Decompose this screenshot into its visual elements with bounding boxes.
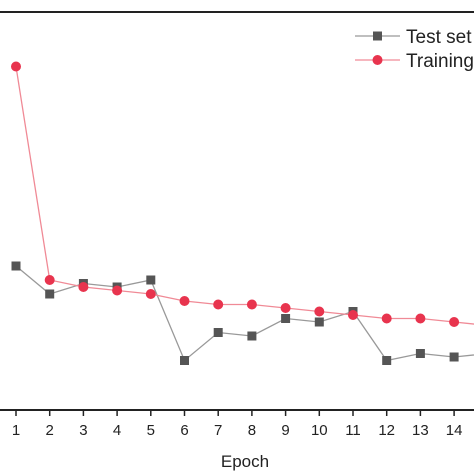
legend-label-0: Test set (406, 27, 472, 48)
series-layer (11, 61, 474, 365)
point-0-14 (449, 352, 459, 362)
x-tick-label-10: 10 (311, 422, 328, 439)
point-1-1 (11, 61, 21, 72)
legend-label-1: Training set (406, 51, 474, 72)
point-1-5 (145, 289, 156, 299)
point-1-4 (112, 285, 123, 296)
point-0-12 (382, 356, 392, 365)
legend: Test set Training set (355, 27, 474, 72)
point-1-12 (381, 313, 392, 324)
point-0-1 (11, 261, 21, 271)
x-tick-label-14: 14 (446, 422, 463, 439)
point-0-7 (213, 328, 223, 337)
point-1-11 (348, 310, 358, 320)
series-training-set (11, 61, 474, 327)
plot-frame (0, 11, 474, 411)
x-tick-label-3: 3 (79, 422, 87, 439)
x-tick-label-8: 8 (248, 422, 256, 439)
point-0-2 (45, 289, 55, 299)
x-tick-label-2: 2 (46, 422, 54, 439)
x-tick-label-13: 13 (412, 422, 429, 439)
point-1-13 (415, 313, 426, 324)
legend-item-0: Test set (355, 27, 472, 48)
point-0-5 (146, 275, 156, 285)
point-0-6 (180, 356, 189, 365)
x-ticks: 1 2 3 4 5 6 7 8 9 10 11 12 13 14 (12, 410, 463, 439)
point-1-8 (246, 299, 257, 310)
point-1-9 (280, 303, 291, 313)
x-tick-label-4: 4 (113, 422, 121, 439)
plot-border (0, 11, 474, 411)
x-tick-label-6: 6 (180, 422, 188, 439)
series-test-set (11, 261, 474, 365)
x-tick-label-7: 7 (214, 422, 222, 439)
x-tick-label-1: 1 (12, 422, 20, 439)
point-0-8 (247, 331, 257, 341)
point-1-7 (213, 299, 224, 310)
point-0-13 (415, 349, 425, 358)
point-1-10 (314, 306, 325, 317)
x-axis-title: Epoch (221, 452, 269, 471)
x-tick-label-5: 5 (147, 422, 155, 439)
x-tick-label-12: 12 (378, 422, 395, 439)
point-0-9 (281, 314, 291, 323)
point-1-2 (44, 275, 55, 285)
point-1-6 (179, 296, 190, 306)
x-tick-label-11: 11 (345, 422, 361, 439)
point-1-3 (78, 282, 89, 292)
legend-marker-0 (373, 31, 382, 41)
legend-item-1: Training set (355, 51, 474, 72)
legend-marker-1 (372, 55, 383, 65)
point-1-14 (449, 317, 460, 327)
point-0-10 (314, 317, 324, 327)
x-tick-label-9: 9 (281, 422, 289, 439)
